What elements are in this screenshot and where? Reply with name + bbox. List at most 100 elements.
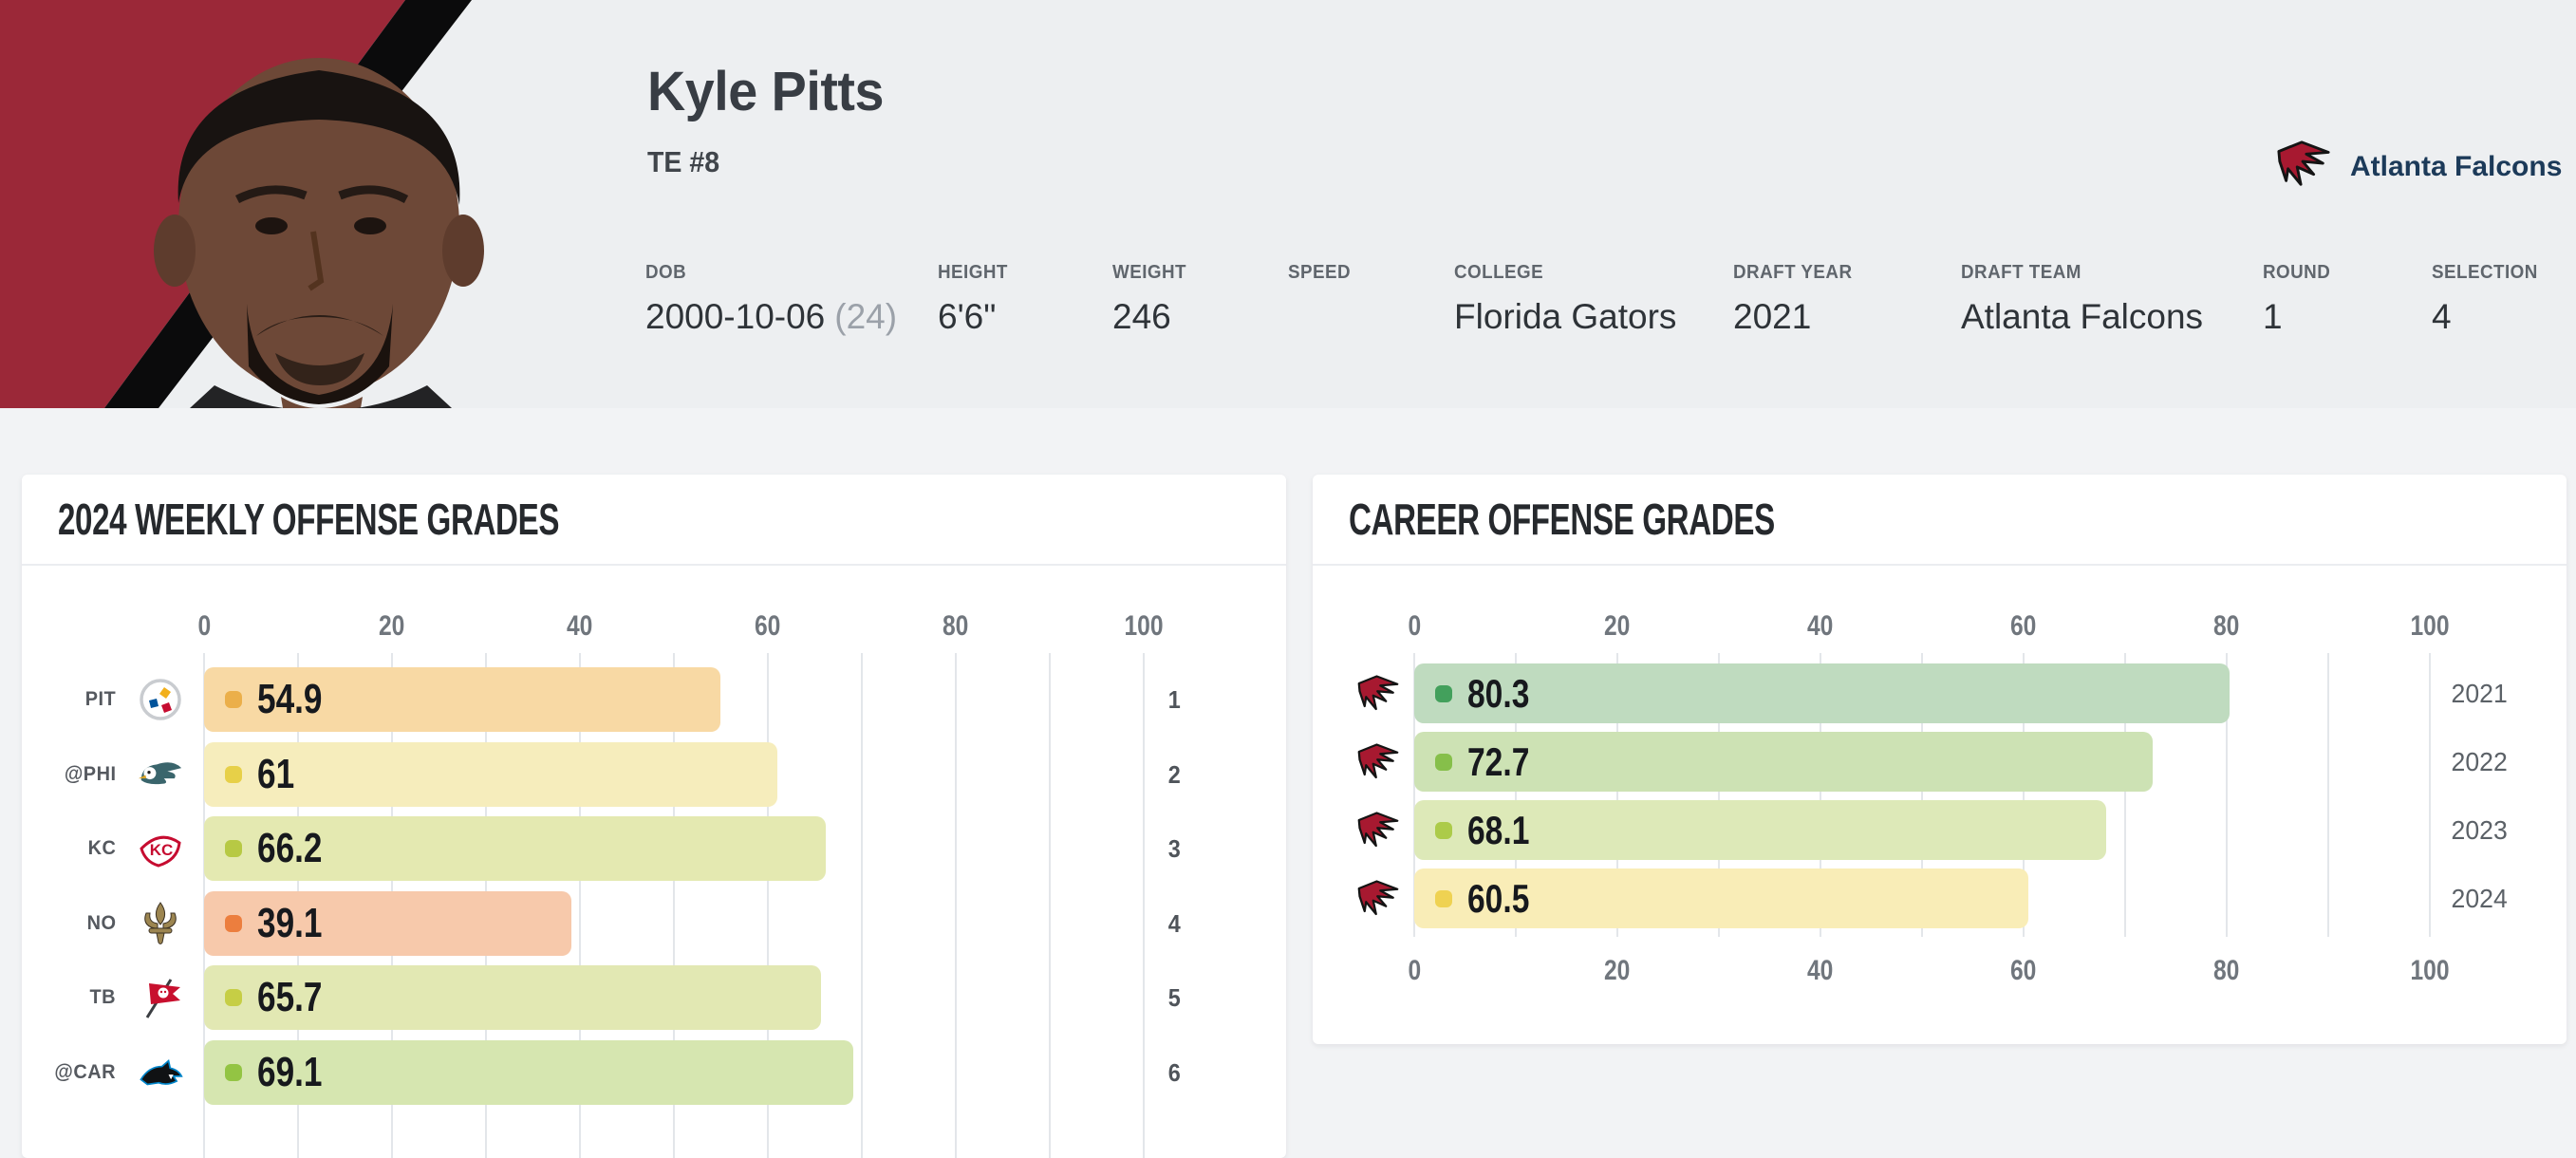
gridline xyxy=(955,653,957,1158)
player-info-row: DOB 2000-10-06 (24) HEIGHT 6'6" WEIGHT 24… xyxy=(0,262,2576,347)
player-photo xyxy=(154,58,484,408)
atlanta-falcons-logo-icon xyxy=(1355,739,1401,785)
grade-dot-icon xyxy=(225,766,242,783)
axis-tick-bottom-60: 60 xyxy=(2010,955,2037,986)
career-grades-panel: CAREER OFFENSE GRADES 0 20 40 60 80 100 0 20 40 6… xyxy=(1313,475,2567,1044)
info-label: SELECTION xyxy=(2432,262,2538,283)
carolina-panthers-logo-icon xyxy=(138,1050,183,1095)
grade-value: 61 xyxy=(257,751,295,797)
grade-dot-icon xyxy=(225,1064,242,1081)
opponent-label: @PHI xyxy=(64,763,116,785)
gridline xyxy=(579,653,581,1158)
info-value: 2000-10-06 (24) xyxy=(645,297,898,336)
gridline xyxy=(1820,653,1821,937)
info-value: 4 xyxy=(2432,297,2452,336)
info-value: 246 xyxy=(1112,297,1171,336)
player-header: Kyle Pitts TE #8 Atlanta Falcons DOB 200… xyxy=(0,0,2576,408)
gridline xyxy=(767,653,769,1158)
grade-bar[interactable]: 72.7 xyxy=(1414,732,2153,792)
career-grades-chart: 0 20 40 60 80 100 0 20 40 60 80 100 80.3 2021 72.7 2022… xyxy=(1313,566,2567,1044)
axis-tick-40: 40 xyxy=(1807,610,1834,642)
kansas-city-chiefs-logo-icon: KC xyxy=(138,826,183,871)
grade-bar[interactable]: 60.5 xyxy=(1414,868,2029,928)
axis-tick-40: 40 xyxy=(567,610,593,642)
info-value: Atlanta Falcons xyxy=(1961,297,2204,336)
year-label: 2023 xyxy=(2451,814,2508,845)
info-label: SPEED xyxy=(1288,262,1352,283)
player-position: TE #8 xyxy=(647,144,720,178)
grade-value: 66.2 xyxy=(257,825,323,871)
info-label: DOB xyxy=(645,262,687,283)
axis-tick-bottom-100: 100 xyxy=(2410,955,2450,986)
grade-bar[interactable]: 66.2 xyxy=(204,816,827,881)
axis-tick-20: 20 xyxy=(1604,610,1631,642)
axis-tick-0: 0 xyxy=(1408,610,1421,642)
axis-tick-bottom-20: 20 xyxy=(1604,955,1631,986)
gridline xyxy=(1413,653,1415,937)
info-field-weight: WEIGHT 246 xyxy=(1112,262,1191,337)
opponent-label: KC xyxy=(87,837,116,859)
info-field-round: ROUND 1 xyxy=(2263,262,2335,337)
info-value xyxy=(1288,297,1354,337)
philadelphia-eagles-logo-icon xyxy=(138,752,183,797)
week-number: 1 xyxy=(1167,684,1181,714)
team-badge[interactable]: Atlanta Falcons xyxy=(2274,137,2562,196)
weekly-grades-panel: 2024 WEEKLY OFFENSE GRADES 0 20 40 60 80 100 P… xyxy=(22,475,1286,1158)
new-orleans-saints-logo-icon xyxy=(138,901,183,946)
grade-bar[interactable]: 80.3 xyxy=(1414,663,2231,723)
gridline xyxy=(1718,653,1720,937)
grade-value: 60.5 xyxy=(1467,875,1530,921)
opponent-label: @CAR xyxy=(54,1061,116,1083)
year-label: 2024 xyxy=(2451,883,2508,913)
gridline xyxy=(861,653,863,1158)
weekly-grades-chart: 0 20 40 60 80 100 PIT 54.9 1 @PHI 61 2 KC KC 66.2 3 NO 39… xyxy=(22,566,1286,1158)
axis-tick-100: 100 xyxy=(2410,610,2450,642)
info-label: WEIGHT xyxy=(1112,262,1187,283)
axis-tick-20: 20 xyxy=(379,610,405,642)
week-number: 4 xyxy=(1167,908,1181,938)
info-value: 6'6" xyxy=(938,297,997,336)
gridline xyxy=(673,653,675,1158)
week-number: 5 xyxy=(1167,982,1181,1012)
grade-dot-icon xyxy=(225,691,242,708)
info-field-speed: SPEED xyxy=(1288,262,1354,337)
year-label: 2021 xyxy=(2451,678,2508,708)
grade-dot-icon xyxy=(1435,753,1452,771)
gridline xyxy=(1921,653,1923,937)
atlanta-falcons-logo-icon xyxy=(2274,137,2333,196)
grade-bar[interactable]: 68.1 xyxy=(1414,800,2106,860)
info-field-selection: SELECTION 4 xyxy=(2432,262,2545,337)
grade-dot-icon xyxy=(1435,821,1452,839)
pittsburgh-steelers-logo-icon xyxy=(138,677,183,722)
week-number: 3 xyxy=(1167,833,1181,863)
grade-dot-icon xyxy=(225,840,242,857)
info-label: DRAFT TEAM xyxy=(1961,262,2081,283)
grade-bar[interactable]: 39.1 xyxy=(204,891,572,956)
week-number: 6 xyxy=(1167,1057,1181,1087)
weekly-grades-panel-header: 2024 WEEKLY OFFENSE GRADES xyxy=(22,475,1286,566)
gridline xyxy=(1143,653,1145,1158)
grade-dot-icon xyxy=(225,989,242,1006)
gridline xyxy=(2226,653,2228,937)
info-label: HEIGHT xyxy=(938,262,1008,283)
grade-bar[interactable]: 69.1 xyxy=(204,1040,854,1105)
info-label: COLLEGE xyxy=(1454,262,1544,283)
grade-bar[interactable]: 54.9 xyxy=(204,667,720,732)
axis-tick-60: 60 xyxy=(755,610,781,642)
info-field-draft-team: DRAFT TEAM Atlanta Falcons xyxy=(1961,262,2212,337)
axis-tick-bottom-40: 40 xyxy=(1807,955,1834,986)
gridline xyxy=(2327,653,2329,937)
grade-value: 72.7 xyxy=(1467,738,1530,784)
info-value: 1 xyxy=(2263,297,2283,336)
gridline xyxy=(1616,653,1618,937)
gridline xyxy=(2429,653,2431,937)
weekly-grades-title: 2024 WEEKLY OFFENSE GRADES xyxy=(58,495,560,544)
grade-bar[interactable]: 65.7 xyxy=(204,965,822,1030)
opponent-label: NO xyxy=(86,912,116,934)
gridline xyxy=(2124,653,2126,937)
grade-dot-icon xyxy=(1435,684,1452,702)
gridline xyxy=(1515,653,1517,937)
grade-bar[interactable]: 61 xyxy=(204,742,777,807)
info-value: Florida Gators xyxy=(1454,297,1677,336)
